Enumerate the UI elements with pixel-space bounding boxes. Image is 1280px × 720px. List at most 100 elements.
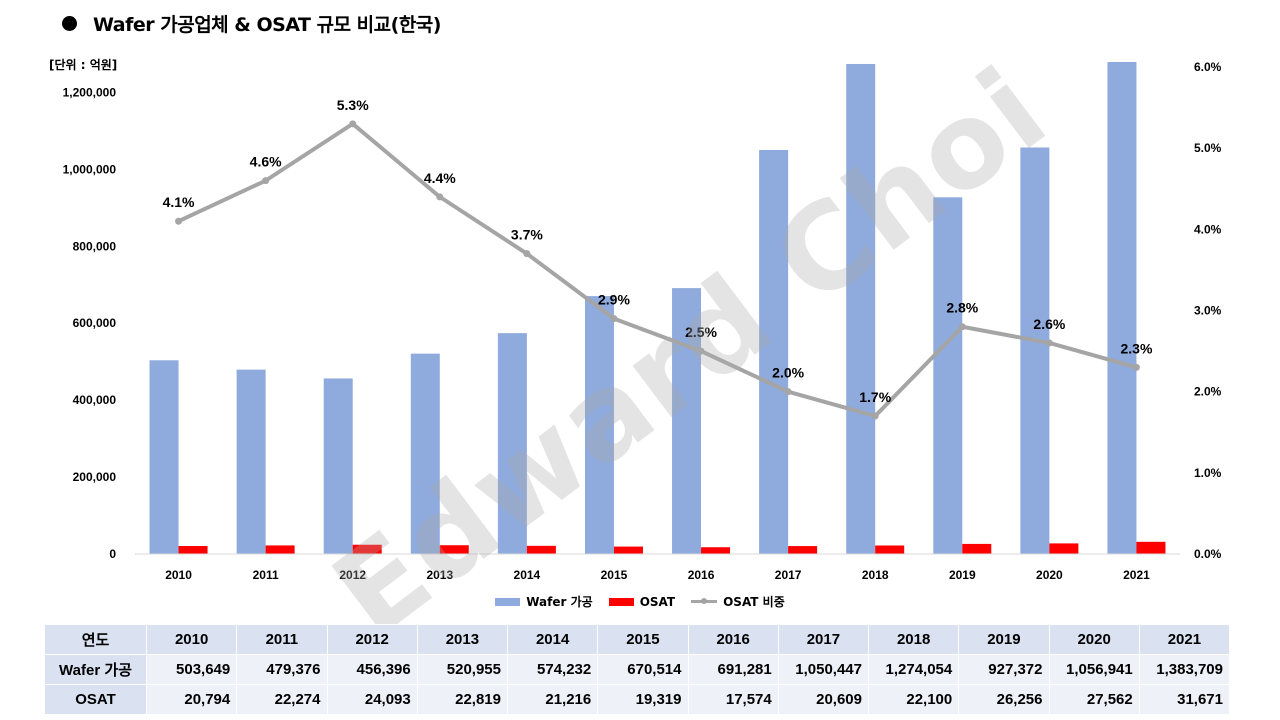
osat-share-line	[175, 120, 1140, 420]
left-tick-label: 0	[109, 547, 116, 561]
share-point	[610, 315, 618, 323]
data-table: 연도 2010 2011 2012 2013 2014 2015 2016 2017 2018 20…	[44, 624, 1231, 715]
share-data-label: 2.6%	[1033, 316, 1065, 332]
table-cell: 520,955	[416, 654, 509, 685]
left-axis-ticks: 0 200,000 400,000 600,000 800,000 1,000,000 1,…	[63, 85, 117, 561]
x-axis-ticks: 2010 2011 2012 2013 2014 2015 2016 2017 2018 2019…	[165, 568, 1150, 582]
x-tick-label: 2020	[1036, 568, 1063, 582]
table-cell: 24,093	[326, 684, 418, 715]
table-header-cell: 2013	[416, 624, 509, 655]
share-point	[784, 388, 792, 396]
wafer-bar	[1020, 147, 1050, 554]
x-tick-label: 2014	[514, 568, 541, 582]
table-cell: 22,274	[236, 684, 328, 715]
table-cell: 456,396	[326, 654, 418, 685]
table-cell: 22,819	[416, 684, 509, 715]
table-header-cell: 2015	[597, 624, 689, 655]
table-cell: 17,574	[687, 684, 779, 715]
page-title: Wafer 가공업체 & OSAT 규모 비교(한국)	[93, 14, 441, 36]
osat-bar	[788, 546, 818, 554]
x-tick-label: 2021	[1123, 568, 1150, 582]
x-tick-label: 2017	[775, 568, 802, 582]
table-header-label: 연도	[44, 624, 147, 655]
legend-line-share	[691, 598, 718, 604]
table-header-cell: 2019	[958, 624, 1050, 655]
osat-bar	[178, 546, 208, 554]
share-data-label: 4.4%	[424, 170, 456, 186]
x-tick-label: 2019	[949, 568, 976, 582]
osat-bars	[178, 541, 1166, 554]
legend-swatch-wafer	[495, 597, 521, 606]
osat-bar	[962, 543, 992, 554]
table-header-cell: 2010	[145, 624, 238, 655]
table-cell: 21,216	[506, 684, 599, 715]
legend-label-share: OSAT 비중	[723, 595, 785, 609]
x-tick-label: 2018	[862, 568, 889, 582]
left-tick-label: 200,000	[73, 470, 117, 484]
wafer-bars	[149, 62, 1137, 555]
table-cell: 1,050,447	[777, 654, 870, 685]
wafer-bar	[410, 353, 440, 554]
table-cell: 927,372	[958, 654, 1050, 685]
table-header-cell: 2014	[506, 624, 599, 655]
right-axis-ticks: 0.0% 1.0% 2.0% 3.0% 4.0% 5.0% 6.0%	[1194, 60, 1222, 561]
osat-bar	[439, 545, 469, 554]
table-row-label: OSAT	[44, 684, 147, 715]
table-cell: 503,649	[145, 654, 238, 685]
osat-bar	[701, 547, 731, 554]
table-header-cell: 2017	[777, 624, 870, 655]
wafer-bar	[846, 63, 876, 555]
share-data-label: 5.3%	[337, 97, 369, 113]
x-tick-label: 2016	[688, 568, 715, 582]
wafer-bar	[1107, 62, 1137, 554]
share-data-label: 4.6%	[250, 154, 282, 170]
share-data-label: 3.7%	[511, 227, 543, 243]
right-tick-label: 2.0%	[1194, 385, 1222, 399]
share-point	[697, 347, 705, 355]
left-tick-label: 1,200,000	[63, 85, 117, 99]
share-point	[349, 120, 357, 128]
right-tick-label: 3.0%	[1194, 304, 1222, 318]
chart-title-block: Wafer 가공업체 & OSAT 규모 비교(한국)	[62, 10, 441, 37]
table-cell: 574,232	[506, 654, 599, 685]
wafer-bar	[933, 197, 963, 554]
x-tick-label: 2012	[339, 568, 366, 582]
table-header-cell: 2018	[867, 624, 960, 655]
table-row: Wafer 가공 503,649 479,376 456,396 520,955 574,…	[44, 654, 1231, 685]
unit-label: [단위 : 억원]	[49, 58, 118, 72]
osat-bar	[1049, 543, 1079, 554]
share-point	[1045, 339, 1053, 347]
wafer-bar	[236, 369, 266, 554]
bullet-icon	[62, 16, 77, 31]
share-point	[262, 177, 270, 185]
right-tick-label: 1.0%	[1194, 466, 1222, 480]
table-header-cell: 2016	[687, 624, 779, 655]
share-point	[958, 323, 966, 331]
right-tick-label: 6.0%	[1194, 60, 1222, 74]
legend-swatch-osat	[608, 597, 634, 606]
osat-share-labels: 4.1% 4.6% 5.3% 4.4% 3.7% 2.9% 2.5% 2.0% 1.7% 2.8%…	[163, 97, 1153, 405]
x-tick-label: 2013	[426, 568, 453, 582]
left-tick-label: 800,000	[73, 239, 117, 253]
table-header-cell: 2020	[1048, 624, 1140, 655]
table-cell: 26,256	[958, 684, 1050, 715]
table-cell: 31,671	[1138, 684, 1231, 715]
share-data-label: 2.0%	[772, 365, 804, 381]
wafer-bar	[759, 149, 789, 554]
combo-chart: 0 200,000 400,000 600,000 800,000 1,000,000 1,…	[63, 60, 1222, 582]
osat-bar	[352, 544, 382, 554]
share-data-label: 2.9%	[598, 292, 630, 308]
wafer-bar	[149, 360, 179, 554]
osat-bar	[1136, 541, 1166, 554]
table-cell: 691,281	[687, 654, 779, 685]
legend-label-osat: OSAT	[639, 594, 676, 609]
table-cell: 22,100	[867, 684, 960, 715]
x-tick-label: 2015	[601, 568, 628, 582]
table-cell: 1,274,054	[867, 654, 960, 685]
osat-bar	[875, 545, 905, 554]
table-cell: 20,609	[777, 684, 870, 715]
legend-item-osat: OSAT	[608, 593, 676, 610]
x-tick-label: 2010	[165, 568, 192, 582]
legend-item-wafer: Wafer 가공	[495, 593, 593, 610]
table-cell: 27,562	[1048, 684, 1140, 715]
